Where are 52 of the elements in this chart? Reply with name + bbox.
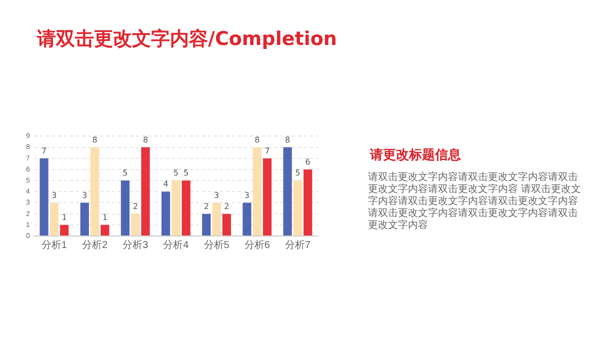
data-label: 3 xyxy=(214,190,220,200)
bar xyxy=(120,180,130,236)
x-tick-label: 分析6 xyxy=(244,238,270,251)
bar xyxy=(283,147,292,236)
bar xyxy=(212,202,221,236)
data-label: 7 xyxy=(41,146,47,156)
data-label: 6 xyxy=(305,158,310,167)
bar xyxy=(172,180,180,236)
bar xyxy=(60,224,69,236)
bar xyxy=(222,214,231,236)
data-label: 2 xyxy=(132,202,138,211)
data-label: 8 xyxy=(92,135,98,144)
data-label: 3 xyxy=(82,190,88,200)
x-tick-label: 分析5 xyxy=(204,238,230,251)
bar xyxy=(304,169,312,236)
bar xyxy=(80,202,89,236)
x-tick-label: 分析4 xyxy=(163,238,190,251)
bar xyxy=(262,158,272,236)
bar xyxy=(242,202,252,236)
data-label: 1 xyxy=(62,212,67,222)
bar xyxy=(50,202,58,236)
data-label: 2 xyxy=(204,202,209,211)
bar xyxy=(90,147,100,236)
text: 请双击更改文字内容请双击更改文字内容请双击更改文字内容请双击更改文字内容 请双击更改文字内容请双击更改文字内容请双击更改文字内容请双击更改文字内容请双击更改文字内容请双击更改文字内容 xyxy=(368,172,582,232)
text: 请更改标题信息 xyxy=(370,147,461,164)
data-label: 3 xyxy=(244,190,250,200)
data-label: 3 xyxy=(52,190,57,200)
bar xyxy=(182,180,190,236)
x-tick-label: 分析3 xyxy=(122,238,149,251)
data-label: 5 xyxy=(122,168,128,178)
data-label: 1 xyxy=(102,212,108,222)
data-label: 7 xyxy=(264,146,270,156)
x-tick-label: 分析2 xyxy=(82,238,108,251)
bar xyxy=(202,214,211,236)
data-label: 4 xyxy=(163,180,168,189)
chart-title: 请双击更改文字内容/Completion xyxy=(37,27,337,52)
data-label: 8 xyxy=(254,135,260,144)
bar xyxy=(40,158,48,236)
data-label: 2 xyxy=(224,202,230,211)
data-label: 5 xyxy=(295,168,300,178)
bar xyxy=(131,214,140,236)
data-label: 8 xyxy=(285,135,290,144)
bar xyxy=(293,180,302,236)
data-label: 5 xyxy=(173,168,178,178)
data-label: 5 xyxy=(184,168,189,178)
bar xyxy=(252,147,262,236)
data-label: 8 xyxy=(142,135,148,144)
bar xyxy=(161,192,170,236)
x-tick-label: 分析1 xyxy=(41,238,68,251)
x-tick-label: 分析7 xyxy=(284,238,311,251)
bar xyxy=(100,224,110,236)
bar xyxy=(141,147,150,236)
